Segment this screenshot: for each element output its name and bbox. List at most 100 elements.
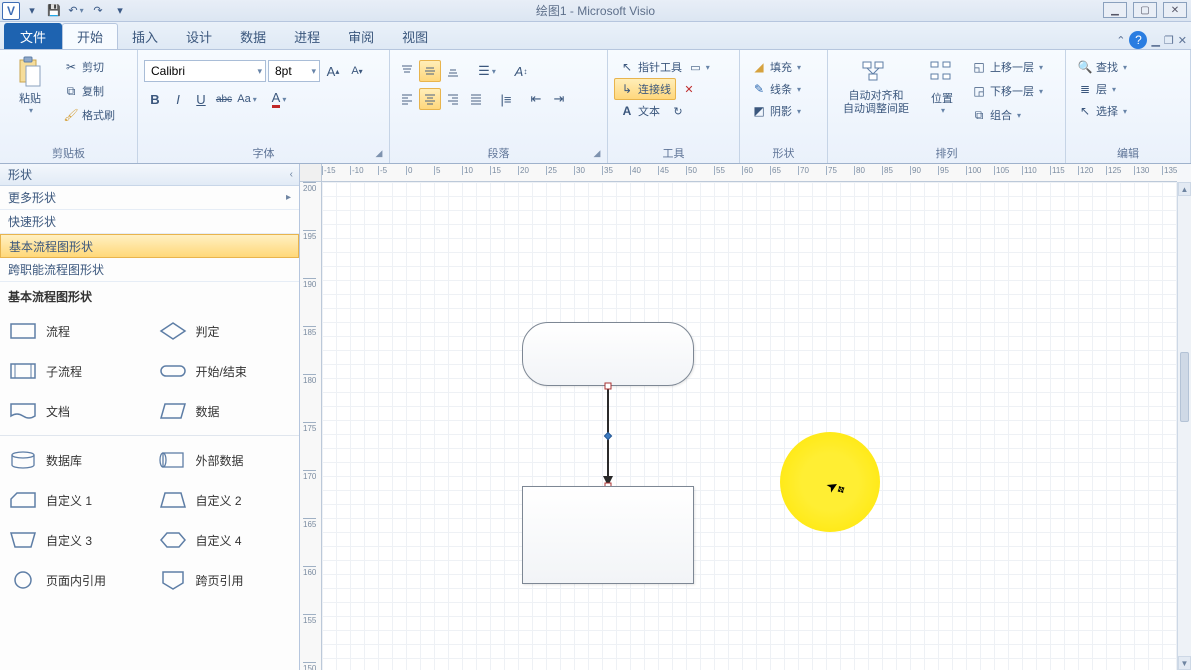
font-name-combo[interactable]: Calibri xyxy=(144,60,266,82)
font-color-button[interactable]: A▾ xyxy=(268,88,290,110)
stencil-item[interactable]: 自定义 3 xyxy=(0,520,150,560)
stencil-item[interactable]: 数据库 xyxy=(0,440,150,480)
basic-flowchart-row[interactable]: 基本流程图形状 xyxy=(0,234,299,258)
strike-button[interactable]: abc xyxy=(213,88,235,110)
tab-view[interactable]: 视图 xyxy=(388,23,442,49)
stencil-shape-icon xyxy=(158,321,188,341)
cross-functional-row[interactable]: 跨职能流程图形状 xyxy=(0,258,299,282)
bullets-button[interactable]: ☰▾ xyxy=(476,60,498,82)
rectangle-tool-button[interactable]: ▭▾ xyxy=(689,56,711,78)
valign-top-button[interactable] xyxy=(396,60,418,82)
select-icon: ↖ xyxy=(1077,103,1093,119)
indent-increase-button[interactable]: ⇥ xyxy=(548,88,570,110)
tab-review[interactable]: 审阅 xyxy=(334,23,388,49)
underline-button[interactable]: U xyxy=(190,88,212,110)
copy-icon: ⧉ xyxy=(63,83,79,99)
stencil-item[interactable]: 自定义 1 xyxy=(0,480,150,520)
qat-app-menu[interactable]: ▾ xyxy=(22,2,42,20)
more-shapes-row[interactable]: 更多形状▸ xyxy=(0,186,299,210)
font-size-combo[interactable]: 8pt xyxy=(268,60,320,82)
stencil-item[interactable]: 开始/结束 xyxy=(150,351,300,391)
stencil-item[interactable]: 页面内引用 xyxy=(0,560,150,600)
fill-button[interactable]: ◢填充▾ xyxy=(746,56,821,78)
stencil-item[interactable]: 数据 xyxy=(150,391,300,431)
connector-midpoint-handle[interactable] xyxy=(604,432,612,440)
rotate-tool-button[interactable]: ↻ xyxy=(667,100,689,122)
indent-decrease-button[interactable]: ⇤ xyxy=(525,88,547,110)
text-tool-button[interactable]: A文本 xyxy=(614,100,665,122)
scroll-thumb[interactable] xyxy=(1180,352,1189,422)
connector-tool-button[interactable]: ↳连接线 xyxy=(614,78,676,100)
drawing-page[interactable]: ➤✥ xyxy=(322,182,1177,670)
shadow-icon: ◩ xyxy=(751,103,767,119)
doc-minimize-button[interactable]: ▁ xyxy=(1151,34,1159,47)
tab-design[interactable]: 设计 xyxy=(172,23,226,49)
tab-file[interactable]: 文件 xyxy=(4,23,62,49)
process-shape[interactable] xyxy=(522,486,694,584)
shrink-font-button[interactable]: A▾ xyxy=(346,60,368,82)
quick-shapes-row[interactable]: 快速形状 xyxy=(0,210,299,234)
minimize-button[interactable]: ▁ xyxy=(1103,2,1127,18)
qat-undo-button[interactable]: ↶▾ xyxy=(66,2,86,20)
doc-close-button[interactable]: ✕ xyxy=(1178,34,1187,47)
help-button[interactable]: ? xyxy=(1129,31,1147,49)
tab-insert[interactable]: 插入 xyxy=(118,23,172,49)
doc-restore-button[interactable]: ❐ xyxy=(1164,34,1174,47)
grow-font-button[interactable]: A▴ xyxy=(322,60,344,82)
line-spacing-button[interactable]: |≡ xyxy=(495,88,517,110)
stencil-item[interactable]: 外部数据 xyxy=(150,440,300,480)
pointer-tool-button[interactable]: ↖指针工具 xyxy=(614,56,687,78)
stencil-item[interactable]: 判定 xyxy=(150,311,300,351)
tab-data[interactable]: 数据 xyxy=(226,23,280,49)
send-backward-button[interactable]: ◲下移一层▾ xyxy=(966,80,1048,102)
bold-button[interactable]: B xyxy=(144,88,166,110)
select-button[interactable]: ↖选择▾ xyxy=(1072,100,1184,122)
group-button[interactable]: ⧉组合▾ xyxy=(966,104,1048,126)
align-justify-button[interactable] xyxy=(465,88,487,110)
align-right-button[interactable] xyxy=(442,88,464,110)
valign-bot-button[interactable] xyxy=(442,60,464,82)
stencil-item-label: 数据库 xyxy=(46,452,82,469)
terminator-shape[interactable] xyxy=(522,322,694,386)
ribbon-minimize-icon[interactable]: ⌃ xyxy=(1116,34,1125,47)
stencil-item[interactable]: 自定义 2 xyxy=(150,480,300,520)
connection-point-top[interactable] xyxy=(605,383,612,390)
tab-process[interactable]: 进程 xyxy=(280,23,334,49)
tab-home[interactable]: 开始 xyxy=(62,23,118,49)
italic-button[interactable]: I xyxy=(167,88,189,110)
line-button[interactable]: ✎线条▾ xyxy=(746,78,821,100)
align-center-button[interactable] xyxy=(419,88,441,110)
format-painter-button[interactable]: 🖌格式刷 xyxy=(58,104,120,126)
copy-button[interactable]: ⧉复制 xyxy=(58,80,120,102)
stencil-item[interactable]: 文档 xyxy=(0,391,150,431)
pane-collapse-icon[interactable]: ‹ xyxy=(290,169,293,180)
bring-forward-button[interactable]: ◱上移一层▾ xyxy=(966,56,1048,78)
scroll-up-button[interactable]: ▲ xyxy=(1178,182,1191,196)
cut-button[interactable]: ✂剪切 xyxy=(58,56,120,78)
clipboard-group-label: 剪贴板 xyxy=(0,145,137,161)
change-case-button[interactable]: Aa▾ xyxy=(236,88,258,110)
shadow-button[interactable]: ◩阴影▾ xyxy=(746,100,821,122)
stencil-item[interactable]: 子流程 xyxy=(0,351,150,391)
close-button[interactable]: ✕ xyxy=(1163,2,1187,18)
maximize-button[interactable]: ▢ xyxy=(1133,2,1157,18)
window-title: 绘图1 - Microsoft Visio xyxy=(0,2,1191,19)
paragraph-launcher[interactable]: ◢ xyxy=(591,147,603,159)
qat-redo-button[interactable]: ↷ xyxy=(88,2,108,20)
group-icon: ⧉ xyxy=(971,107,987,123)
stencil-item[interactable]: 自定义 4 xyxy=(150,520,300,560)
find-button[interactable]: 🔍查找▾ xyxy=(1072,56,1184,78)
delete-tool-button[interactable]: ✕ xyxy=(678,78,700,100)
text-direction-button[interactable]: A↕ xyxy=(510,60,532,82)
stencil-item[interactable]: 跨页引用 xyxy=(150,560,300,600)
vertical-scrollbar[interactable]: ▲ ▼ xyxy=(1177,182,1191,670)
stencil-item[interactable]: 流程 xyxy=(0,311,150,351)
font-launcher[interactable]: ◢ xyxy=(373,147,385,159)
valign-mid-button[interactable] xyxy=(419,60,441,82)
layers-button[interactable]: ≣层▾ xyxy=(1072,78,1184,100)
layers-icon: ≣ xyxy=(1077,81,1093,97)
qat-save-button[interactable]: 💾 xyxy=(44,2,64,20)
scroll-down-button[interactable]: ▼ xyxy=(1178,656,1191,670)
qat-customize[interactable]: ▾ xyxy=(110,2,130,20)
align-left-button[interactable] xyxy=(396,88,418,110)
